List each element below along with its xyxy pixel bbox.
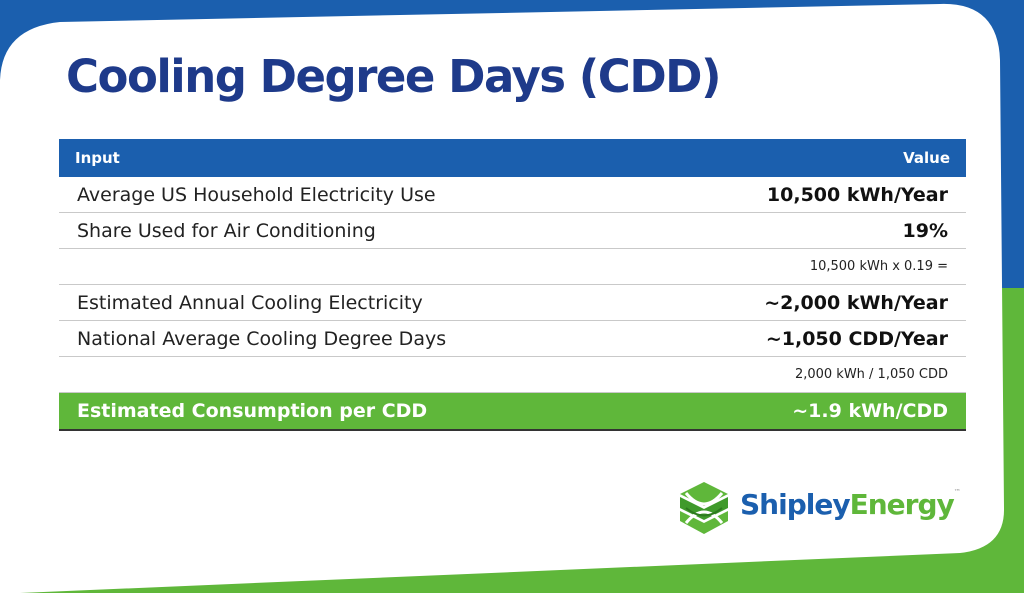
row-value: ~1,050 CDD/Year — [646, 320, 966, 357]
page-title: Cooling Degree Days (CDD) — [66, 50, 722, 103]
header-value: Value — [646, 139, 966, 177]
logo-name-part1: Shipley — [740, 488, 851, 521]
table-row: Share Used for Air Conditioning 19% — [59, 212, 966, 249]
total-value: ~1.9 kWh/CDD — [646, 392, 966, 431]
total-row: Estimated Consumption per CDD ~1.9 kWh/C… — [59, 392, 966, 431]
calculation-note: 10,500 kWh x 0.19 = — [646, 248, 966, 285]
row-value: 19% — [646, 212, 966, 249]
row-label — [59, 248, 647, 285]
shipley-energy-logo: ShipleyEnergy™ — [676, 479, 986, 539]
row-value: ~2,000 kWh/Year — [646, 284, 966, 321]
total-label: Estimated Consumption per CDD — [59, 392, 647, 431]
row-label: National Average Cooling Degree Days — [59, 320, 647, 357]
row-label: Average US Household Electricity Use — [59, 177, 647, 213]
calculation-row: 2,000 kWh / 1,050 CDD — [59, 356, 966, 393]
row-value: 10,500 kWh/Year — [646, 177, 966, 213]
row-label: Estimated Annual Cooling Electricity — [59, 284, 647, 321]
calculation-row: 10,500 kWh x 0.19 = — [59, 248, 966, 285]
header-input: Input — [59, 139, 647, 177]
row-label: Share Used for Air Conditioning — [59, 212, 647, 249]
table-header-row: Input Value — [59, 139, 966, 177]
table-row: Estimated Annual Cooling Electricity ~2,… — [59, 284, 966, 321]
logo-wordmark: ShipleyEnergy™ — [740, 488, 961, 521]
cdd-table: Input Value Average US Household Electri… — [59, 139, 966, 431]
table-row: Average US Household Electricity Use 10,… — [59, 177, 966, 213]
row-label — [59, 356, 647, 393]
trademark-symbol: ™ — [953, 488, 961, 496]
calculation-note: 2,000 kWh / 1,050 CDD — [646, 356, 966, 393]
table-row: National Average Cooling Degree Days ~1,… — [59, 320, 966, 357]
logo-mark-icon — [680, 482, 728, 534]
logo-name-part2: Energy — [849, 488, 955, 521]
